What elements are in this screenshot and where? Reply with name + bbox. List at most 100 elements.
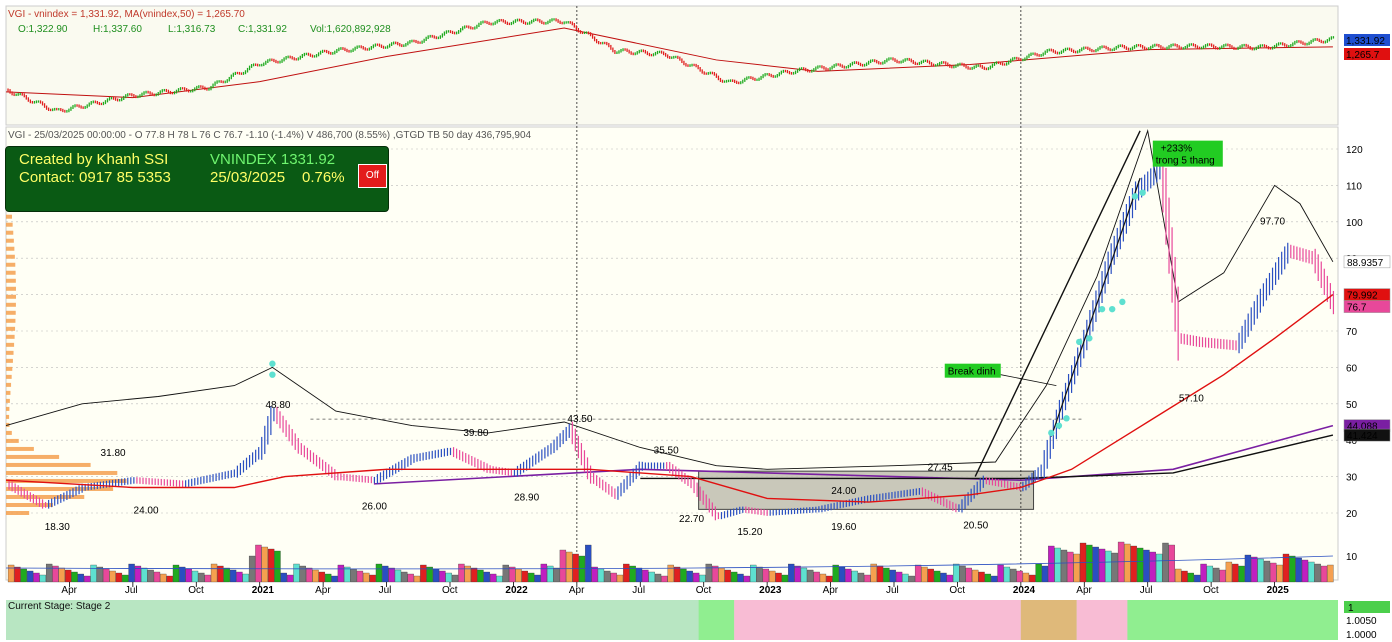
volume-bar — [870, 563, 877, 583]
volume-bar — [933, 570, 941, 583]
volume-bar — [179, 566, 186, 583]
x-tick-label: Jul — [125, 585, 138, 596]
top-panel — [5, 5, 1339, 126]
volume-bar — [14, 566, 21, 583]
x-tick-label: Jul — [379, 585, 392, 596]
volume-bar — [1098, 548, 1106, 583]
volume-bar — [39, 574, 46, 583]
callout-arrow — [1000, 374, 1057, 386]
price-annotation: 15.20 — [737, 527, 762, 538]
volume-profile-bar — [6, 382, 12, 387]
volume-profile-bar — [6, 238, 14, 243]
signal-dot — [1055, 422, 1063, 429]
volume-bar — [375, 563, 383, 583]
volume-bar — [1327, 564, 1334, 583]
contact-text: Contact: 0917 85 5353 — [19, 169, 171, 186]
stage-segment — [698, 600, 735, 640]
price-annotation: 35.50 — [654, 445, 679, 456]
volume-bar — [1320, 565, 1328, 583]
signal-dot — [269, 360, 276, 367]
volume-bar — [585, 544, 592, 583]
volume-bar — [350, 568, 357, 583]
x-tick-label: 2025 — [1267, 585, 1290, 596]
volume-bar — [692, 572, 700, 583]
x-tick-label: Apr — [61, 585, 77, 596]
x-tick-label: Oct — [188, 585, 204, 596]
volume-bar — [458, 563, 465, 583]
volume-bar — [470, 567, 478, 583]
info-box: Created by Khanh SSI VNINDEX 1331.92 Con… — [5, 146, 389, 212]
volume-profile-bar — [6, 230, 14, 235]
volume-bar — [521, 570, 528, 583]
volume-profile-bar — [6, 278, 16, 283]
volume-bar — [420, 564, 427, 583]
volume-bar — [705, 563, 712, 583]
right-value-box — [1343, 300, 1391, 313]
volume-bar — [940, 572, 947, 583]
volume-bar — [1263, 560, 1271, 583]
off-button[interactable]: Off — [358, 164, 387, 188]
volume-bar — [1149, 551, 1156, 583]
signal-dot — [269, 371, 276, 378]
volume-bar — [96, 566, 104, 583]
volume-bar — [280, 572, 287, 583]
volume-bar — [724, 569, 731, 583]
volume-bar — [1200, 563, 1207, 583]
x-tick-label: 2021 — [252, 585, 275, 596]
volume-bar — [71, 571, 78, 583]
volume-bar — [686, 570, 693, 583]
x-tick-label: Apr — [315, 585, 331, 596]
volume-bar — [369, 574, 376, 583]
volume-bar — [610, 572, 617, 583]
pct-text: 0.76% — [302, 169, 345, 186]
volume-bar — [699, 574, 706, 583]
y-tick-label: 110 — [1346, 181, 1362, 192]
volume-bar — [45, 563, 53, 583]
ma50-line — [5, 294, 1334, 503]
volume-bar — [1060, 549, 1068, 583]
volume-bar — [1295, 557, 1302, 583]
volume-bar — [191, 570, 199, 583]
right-value-text: 88.9357 — [1347, 258, 1384, 269]
volume-bar — [109, 570, 116, 583]
signal-dot — [1048, 429, 1055, 437]
stage-segment — [1127, 600, 1338, 640]
volume-bar — [1016, 570, 1023, 583]
volume-bar — [1308, 561, 1315, 583]
volume-bar — [547, 565, 554, 583]
volume-profile-bar — [6, 286, 16, 291]
volume-bar — [775, 572, 782, 583]
volume-bar — [210, 563, 218, 583]
volume-bar — [1003, 566, 1011, 583]
volume-bar — [432, 568, 440, 583]
volume-bar — [819, 573, 827, 583]
volume-bar — [895, 571, 903, 583]
volume-bar — [223, 567, 230, 583]
volume-profile-bar — [6, 318, 16, 323]
volume-bar — [1213, 567, 1220, 583]
volume-bar — [578, 555, 586, 583]
volume-bar — [591, 566, 598, 583]
volume-bar — [58, 567, 65, 583]
callout-gain-sub: trong 5 thang — [1156, 156, 1215, 167]
volume-bar — [287, 574, 294, 583]
callout-gain-text: +233% — [1161, 144, 1193, 155]
volume-profile-bar — [6, 406, 10, 411]
signal-dot — [1108, 305, 1116, 313]
volume-bar — [103, 568, 110, 583]
signal-dot — [1098, 305, 1106, 313]
volume-profile-bar — [6, 390, 11, 395]
volume-bar — [800, 567, 808, 583]
volume-bar — [927, 568, 934, 583]
volume-bar — [553, 567, 560, 583]
volume-bar — [902, 573, 909, 583]
volume-profile-bar — [6, 270, 16, 275]
volume-bar — [1270, 562, 1277, 583]
volume-bar — [7, 564, 15, 583]
y-tick-label: 30 — [1346, 473, 1358, 484]
volume-bar — [128, 563, 135, 583]
x-tick-label: 2023 — [759, 585, 782, 596]
gtgd-line — [5, 129, 1334, 470]
volume-bar — [635, 567, 643, 583]
